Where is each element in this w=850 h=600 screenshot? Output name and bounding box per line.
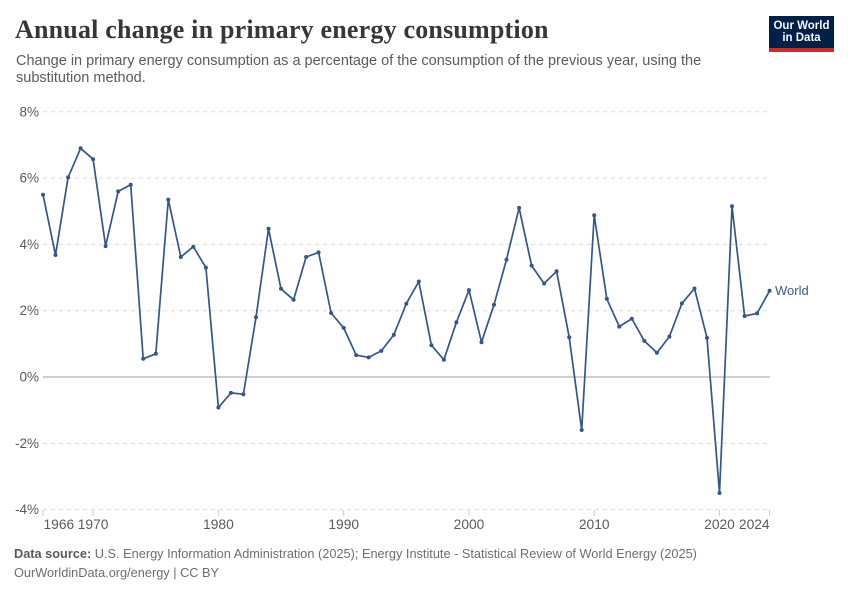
svg-text:6%: 6% (19, 171, 39, 186)
svg-text:1990: 1990 (328, 517, 359, 532)
svg-text:2024: 2024 (739, 517, 770, 532)
svg-text:2010: 2010 (579, 517, 610, 532)
svg-text:2%: 2% (19, 303, 39, 318)
svg-text:8%: 8% (19, 104, 39, 119)
svg-text:1970: 1970 (78, 517, 109, 532)
svg-text:-2%: -2% (15, 436, 39, 451)
svg-text:1966: 1966 (44, 517, 75, 532)
svg-text:-4%: -4% (15, 502, 39, 517)
svg-text:2000: 2000 (454, 517, 485, 532)
svg-text:World: World (775, 283, 809, 298)
svg-text:0%: 0% (19, 370, 39, 385)
svg-text:4%: 4% (19, 237, 39, 252)
svg-text:2020: 2020 (704, 517, 735, 532)
svg-text:1980: 1980 (203, 517, 234, 532)
